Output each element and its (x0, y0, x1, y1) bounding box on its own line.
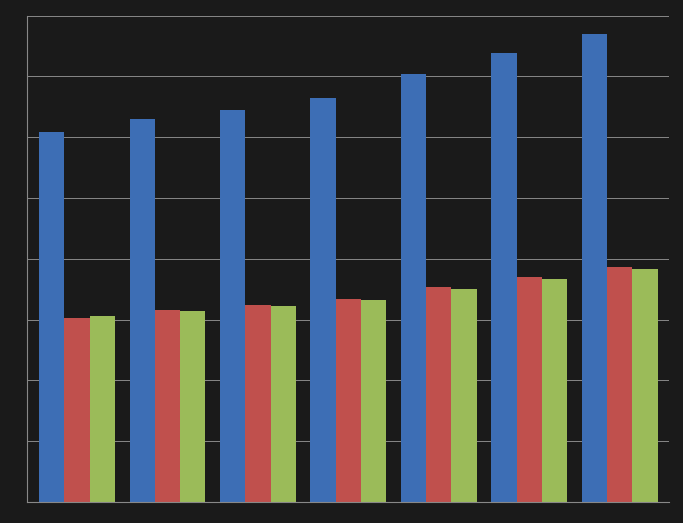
Bar (220, 110, 245, 502)
Bar (155, 310, 180, 502)
Bar (64, 318, 89, 502)
Bar (245, 305, 270, 502)
Bar (426, 287, 451, 502)
Bar (401, 74, 426, 502)
Bar (335, 299, 361, 502)
Bar (451, 289, 477, 502)
Bar (607, 267, 632, 502)
Bar (582, 34, 607, 502)
Bar (542, 279, 567, 502)
Bar (270, 306, 296, 502)
Bar (180, 311, 206, 502)
Bar (130, 119, 155, 502)
Bar (310, 97, 335, 502)
Bar (632, 269, 658, 502)
Bar (361, 300, 387, 502)
Bar (516, 277, 542, 502)
Bar (39, 132, 64, 502)
Bar (491, 53, 516, 502)
Bar (89, 316, 115, 502)
